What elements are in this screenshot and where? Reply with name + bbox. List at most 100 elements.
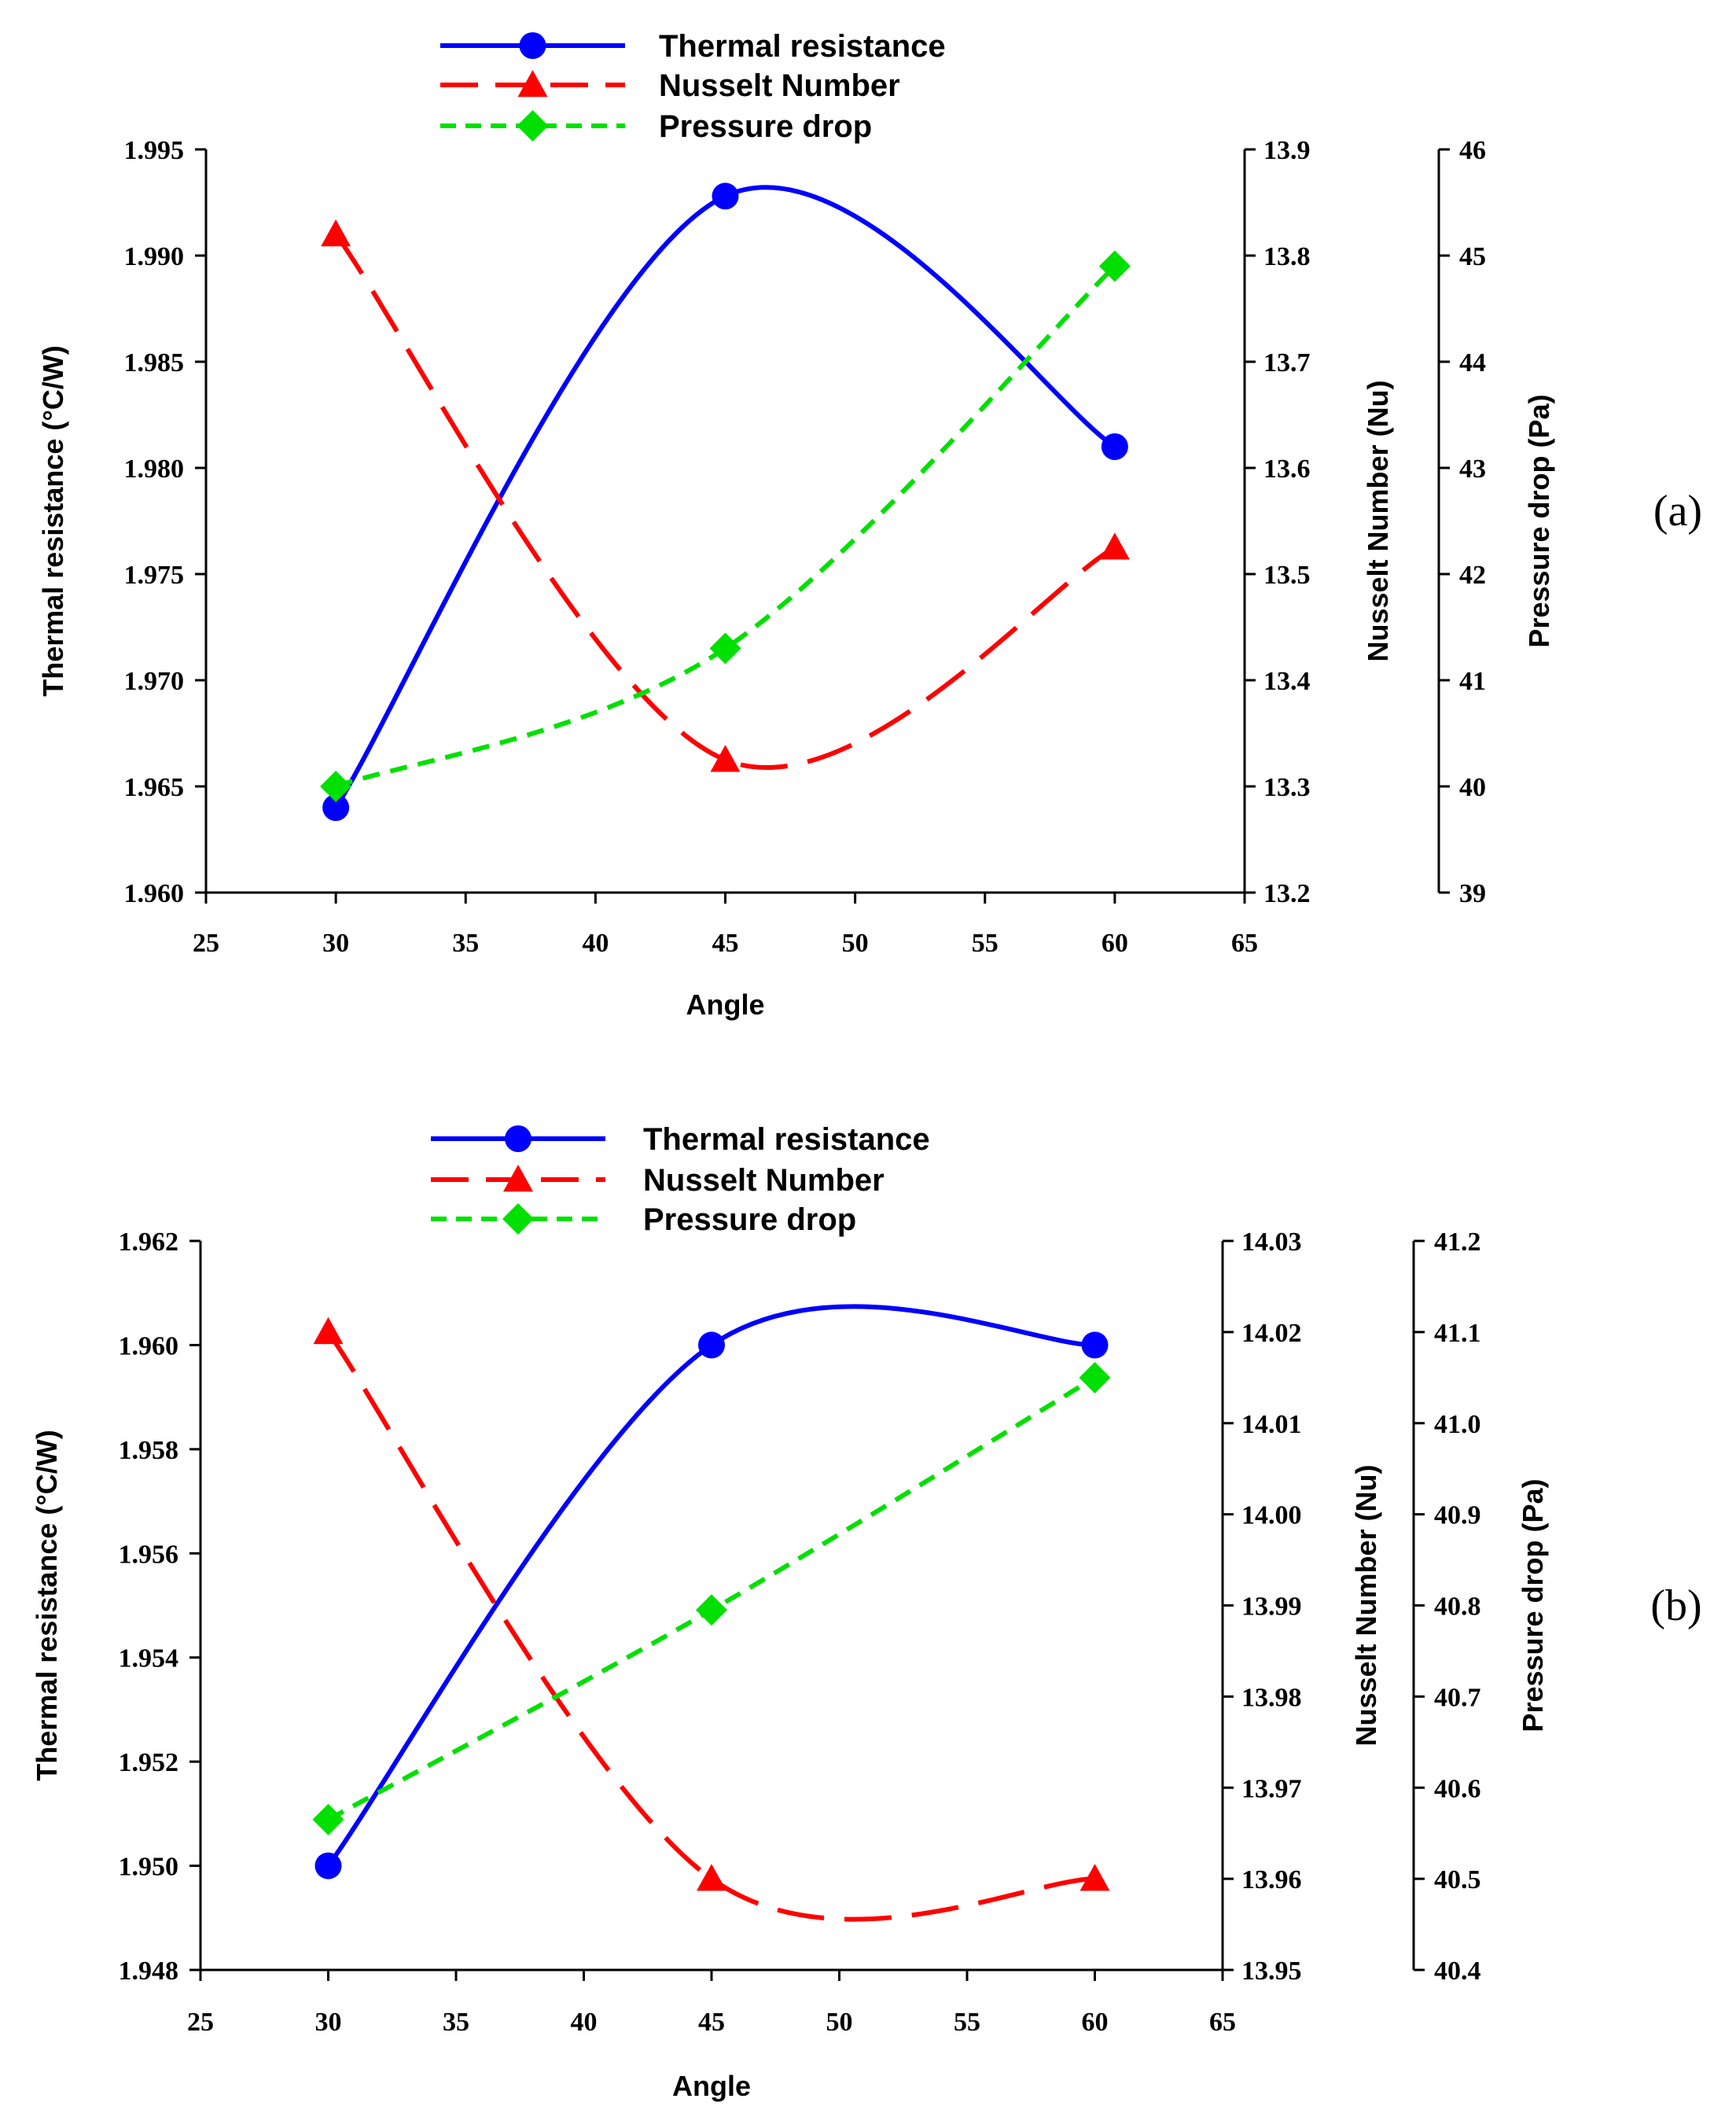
second-right-y-tick-label: 40.8 <box>1434 1592 1481 1622</box>
x-tick-label: 30 <box>315 2008 342 2037</box>
second-right-y-tick-label: 40 <box>1459 773 1486 802</box>
legend-label: Pressure drop <box>659 109 872 144</box>
right-y-tick-label: 13.97 <box>1241 1774 1302 1803</box>
data-point-pressure <box>1098 250 1131 282</box>
data-point-nusselt <box>1099 532 1130 560</box>
x-axis-title: Angle <box>686 989 764 1021</box>
left-y-tick-label: 1.970 <box>124 667 185 696</box>
data-point-nusselt <box>1079 1864 1110 1891</box>
x-tick-label: 40 <box>582 929 609 958</box>
right-y-tick-label: 13.96 <box>1241 1865 1302 1894</box>
data-point-thermal <box>1081 1331 1109 1359</box>
second-right-y-tick-label: 41.2 <box>1434 1228 1481 1257</box>
data-point-pressure <box>1079 1361 1111 1394</box>
legend-label: Thermal resistance <box>659 29 946 64</box>
second-right-y-tick-label: 40.7 <box>1434 1683 1481 1712</box>
legend: Thermal resistance Nusselt Number Pressure… <box>440 29 946 144</box>
series-line-nusselt <box>326 1331 1095 1922</box>
second-right-y-tick-label: 40.4 <box>1434 1957 1481 1986</box>
x-tick-label: 35 <box>452 929 479 958</box>
right-y-tick-label: 13.6 <box>1263 455 1311 484</box>
x-tick-label: 25 <box>193 929 219 958</box>
left-y-tick-label: 1.962 <box>119 1228 179 1257</box>
x-tick-label: 60 <box>1102 929 1128 958</box>
legend-marker-nusselt <box>517 70 548 98</box>
right-y-tick-label: 13.4 <box>1263 667 1311 696</box>
second-right-y-tick-label: 40.5 <box>1434 1865 1481 1894</box>
second-right-y-tick-label: 39 <box>1459 879 1486 908</box>
right-y-tick-label: 13.95 <box>1241 1957 1302 1986</box>
second-right-y-tick-label: 46 <box>1459 136 1486 165</box>
second-right-y-axis-title: Pressure drop (Pa) <box>1523 394 1555 647</box>
legend-label: Nusselt Number <box>643 1163 885 1198</box>
data-point-pressure <box>696 1594 727 1626</box>
x-tick-label: 65 <box>1209 2008 1236 2037</box>
data-point-nusselt <box>697 1864 726 1891</box>
x-tick-label: 45 <box>712 929 739 958</box>
legend-marker-nusselt <box>503 1165 533 1192</box>
left-y-tick-label: 1.958 <box>119 1436 179 1465</box>
right-y-tick-label: 13.3 <box>1263 773 1311 802</box>
legend: Thermal resistance Nusselt Number Pressure… <box>431 1122 930 1237</box>
second-right-y-axis-title: Pressure drop (Pa) <box>1517 1478 1549 1732</box>
right-y-tick-label: 14.01 <box>1241 1410 1302 1439</box>
data-point-pressure <box>709 632 741 665</box>
right-y-tick-label: 14.03 <box>1241 1228 1302 1257</box>
left-y-tick-label: 1.995 <box>124 136 185 165</box>
right-y-tick-label: 14.02 <box>1241 1319 1302 1348</box>
left-y-tick-label: 1.960 <box>119 1331 179 1360</box>
series-line-nusselt <box>333 233 1116 770</box>
second-right-y-tick-label: 44 <box>1459 348 1486 377</box>
second-right-y-tick-label: 40.9 <box>1434 1501 1481 1530</box>
series-line-thermal <box>326 1304 1095 1868</box>
second-right-y-tick-label: 42 <box>1459 561 1486 590</box>
right-y-tick-label: 13.8 <box>1263 242 1311 271</box>
x-tick-label: 25 <box>187 2008 214 2037</box>
right-y-tick-label: 14.00 <box>1241 1501 1302 1530</box>
second-right-y-tick-label: 43 <box>1459 455 1486 484</box>
second-right-y-tick-label: 45 <box>1459 242 1486 271</box>
right-y-tick-label: 13.7 <box>1263 348 1311 377</box>
left-y-tick-label: 1.965 <box>124 773 185 802</box>
legend-label: Thermal resistance <box>643 1122 930 1157</box>
left-y-tick-label: 1.952 <box>119 1748 179 1777</box>
data-point-thermal <box>1101 433 1128 460</box>
right-y-tick-label: 13.98 <box>1241 1683 1302 1712</box>
left-y-tick-label: 1.980 <box>124 455 185 484</box>
legend-marker-pressure <box>502 1203 534 1235</box>
data-point-thermal <box>712 182 739 210</box>
left-y-tick-label: 1.990 <box>124 242 185 271</box>
series-line-pressure <box>335 264 1116 789</box>
right-y-axis-title: Nusselt Number (Nu) <box>1350 1464 1382 1746</box>
left-y-axis-title: Thermal resistance (°C/W) <box>31 1430 63 1781</box>
left-y-axis-title: Thermal resistance (°C/W) <box>37 345 69 697</box>
data-point-nusselt <box>313 1316 344 1345</box>
x-tick-label: 30 <box>322 929 349 958</box>
second-right-y-tick-label: 41.1 <box>1434 1319 1481 1348</box>
data-point-pressure <box>320 771 352 802</box>
x-tick-label: 50 <box>826 2008 853 2037</box>
left-y-tick-label: 1.954 <box>119 1644 179 1673</box>
x-tick-label: 35 <box>443 2008 469 2037</box>
x-axis-title: Angle <box>672 2070 751 2102</box>
x-tick-label: 55 <box>954 2008 980 2037</box>
right-y-tick-label: 13.5 <box>1263 561 1311 590</box>
right-y-tick-label: 13.2 <box>1263 879 1311 908</box>
legend-label: Pressure drop <box>643 1202 856 1237</box>
second-right-y-tick-label: 40.6 <box>1434 1774 1481 1803</box>
x-tick-label: 60 <box>1082 2008 1109 2037</box>
left-y-tick-label: 1.985 <box>124 348 185 377</box>
right-y-tick-label: 13.99 <box>1241 1592 1302 1622</box>
panel-label: (b) <box>1650 1581 1701 1630</box>
x-tick-label: 55 <box>972 929 999 958</box>
chart-panel-b: 25 30 35 40 45 50 55 60 65 1.948 1.950 1.952 1.954 1.… <box>31 1122 1702 2102</box>
left-y-tick-label: 1.948 <box>119 1957 179 1986</box>
left-y-tick-label: 1.956 <box>119 1540 179 1569</box>
x-tick-label: 40 <box>571 2008 598 2037</box>
x-tick-label: 50 <box>842 929 869 958</box>
data-point-thermal <box>314 1852 342 1879</box>
x-tick-label: 65 <box>1231 929 1258 958</box>
second-right-y-tick-label: 41 <box>1459 667 1486 696</box>
left-y-tick-label: 1.950 <box>119 1853 179 1882</box>
